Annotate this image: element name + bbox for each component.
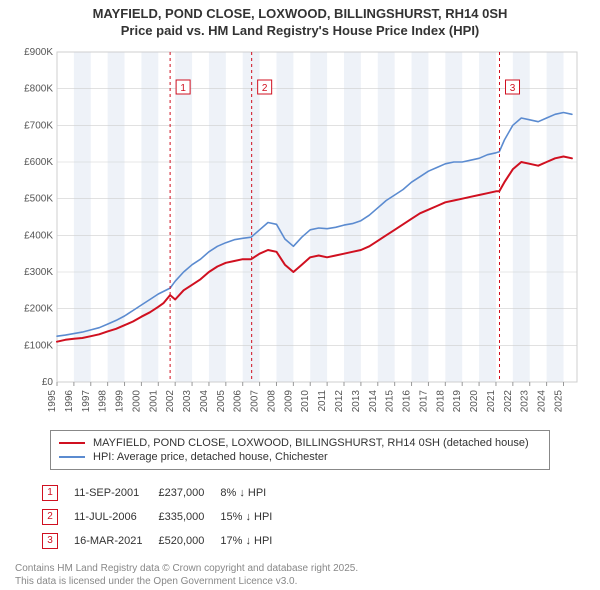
svg-text:£200K: £200K bbox=[24, 304, 53, 315]
svg-text:2022: 2022 bbox=[503, 389, 514, 412]
legend-swatch-0 bbox=[59, 442, 85, 444]
marker-price-3: £520,000 bbox=[158, 530, 218, 552]
marker-date-3: 16-MAR-2021 bbox=[74, 530, 156, 552]
marker-date-2: 11-JUL-2006 bbox=[74, 506, 156, 528]
chart-plot: £0 £100K £200K £300K £400K £500K £600K £700K £80… bbox=[15, 42, 585, 422]
legend-item-1: HPI: Average price, detached house, Chic… bbox=[59, 450, 541, 464]
svg-text:£700K: £700K bbox=[24, 120, 53, 131]
svg-text:2016: 2016 bbox=[402, 389, 413, 412]
svg-text:2007: 2007 bbox=[250, 389, 261, 412]
svg-text:2005: 2005 bbox=[216, 389, 227, 412]
marker-num-1: 1 bbox=[180, 83, 186, 94]
svg-text:2015: 2015 bbox=[385, 389, 396, 412]
svg-text:2008: 2008 bbox=[266, 389, 277, 412]
legend-label-1: HPI: Average price, detached house, Chic… bbox=[93, 451, 328, 463]
svg-text:2006: 2006 bbox=[233, 389, 244, 412]
svg-text:2024: 2024 bbox=[537, 389, 548, 412]
svg-text:£300K: £300K bbox=[24, 267, 53, 278]
svg-text:2019: 2019 bbox=[452, 389, 463, 412]
legend-label-0: MAYFIELD, POND CLOSE, LOXWOOD, BILLINGSH… bbox=[93, 437, 529, 449]
marker-price-2: £335,000 bbox=[158, 506, 218, 528]
svg-text:£400K: £400K bbox=[24, 230, 53, 241]
legend: MAYFIELD, POND CLOSE, LOXWOOD, BILLINGSH… bbox=[50, 430, 550, 470]
marker-row-1: 1 11-SEP-2001£237,0008% ↓ HPI bbox=[42, 482, 286, 504]
svg-text:2017: 2017 bbox=[418, 389, 429, 412]
footer-line2: This data is licensed under the Open Gov… bbox=[15, 575, 600, 588]
svg-text:£800K: £800K bbox=[24, 84, 53, 95]
marker-num-3: 3 bbox=[510, 83, 516, 94]
marker-row-box-2: 2 bbox=[42, 509, 58, 525]
svg-text:2002: 2002 bbox=[165, 389, 176, 412]
svg-text:2012: 2012 bbox=[334, 389, 345, 412]
svg-text:£0: £0 bbox=[42, 377, 54, 388]
svg-text:2010: 2010 bbox=[300, 389, 311, 412]
markers-table: 1 11-SEP-2001£237,0008% ↓ HPI 2 11-JUL-2006… bbox=[40, 480, 288, 554]
svg-text:2011: 2011 bbox=[317, 389, 328, 411]
svg-text:2014: 2014 bbox=[368, 389, 379, 412]
svg-text:2003: 2003 bbox=[182, 389, 193, 412]
chart-title-line1: MAYFIELD, POND CLOSE, LOXWOOD, BILLINGSH… bbox=[0, 0, 600, 23]
svg-text:1998: 1998 bbox=[98, 389, 109, 412]
svg-text:2021: 2021 bbox=[486, 389, 497, 412]
svg-text:2018: 2018 bbox=[435, 389, 446, 412]
marker-delta-2: 15% ↓ HPI bbox=[220, 506, 286, 528]
svg-text:1999: 1999 bbox=[115, 389, 126, 412]
legend-swatch-1 bbox=[59, 456, 85, 458]
svg-text:2020: 2020 bbox=[469, 389, 480, 412]
marker-row-2: 2 11-JUL-2006£335,00015% ↓ HPI bbox=[42, 506, 286, 528]
svg-text:1995: 1995 bbox=[47, 389, 58, 412]
svg-text:£900K: £900K bbox=[24, 47, 53, 58]
marker-row-box-1: 1 bbox=[42, 485, 58, 501]
svg-text:1996: 1996 bbox=[64, 389, 75, 412]
svg-text:2000: 2000 bbox=[131, 389, 142, 412]
marker-price-1: £237,000 bbox=[158, 482, 218, 504]
footer-line1: Contains HM Land Registry data © Crown c… bbox=[15, 562, 600, 575]
marker-date-1: 11-SEP-2001 bbox=[74, 482, 156, 504]
svg-text:2009: 2009 bbox=[283, 389, 294, 412]
legend-item-0: MAYFIELD, POND CLOSE, LOXWOOD, BILLINGSH… bbox=[59, 436, 541, 450]
svg-text:1997: 1997 bbox=[81, 389, 92, 412]
svg-text:£500K: £500K bbox=[24, 194, 53, 205]
marker-row-3: 3 16-MAR-2021£520,00017% ↓ HPI bbox=[42, 530, 286, 552]
svg-text:£600K: £600K bbox=[24, 157, 53, 168]
marker-delta-1: 8% ↓ HPI bbox=[220, 482, 286, 504]
marker-delta-3: 17% ↓ HPI bbox=[220, 530, 286, 552]
marker-num-2: 2 bbox=[262, 83, 268, 94]
footer-attribution: Contains HM Land Registry data © Crown c… bbox=[15, 562, 600, 588]
svg-text:2023: 2023 bbox=[520, 389, 531, 412]
chart-container: MAYFIELD, POND CLOSE, LOXWOOD, BILLINGSH… bbox=[0, 0, 600, 590]
chart-title-line2: Price paid vs. HM Land Registry's House … bbox=[0, 23, 600, 42]
chart-svg: £0 £100K £200K £300K £400K £500K £600K £700K £80… bbox=[15, 42, 585, 422]
svg-text:2025: 2025 bbox=[553, 389, 564, 412]
svg-text:£100K: £100K bbox=[24, 340, 53, 351]
svg-text:2001: 2001 bbox=[148, 389, 159, 412]
svg-text:2004: 2004 bbox=[199, 389, 210, 412]
svg-text:2013: 2013 bbox=[351, 389, 362, 412]
marker-row-box-3: 3 bbox=[42, 533, 58, 549]
